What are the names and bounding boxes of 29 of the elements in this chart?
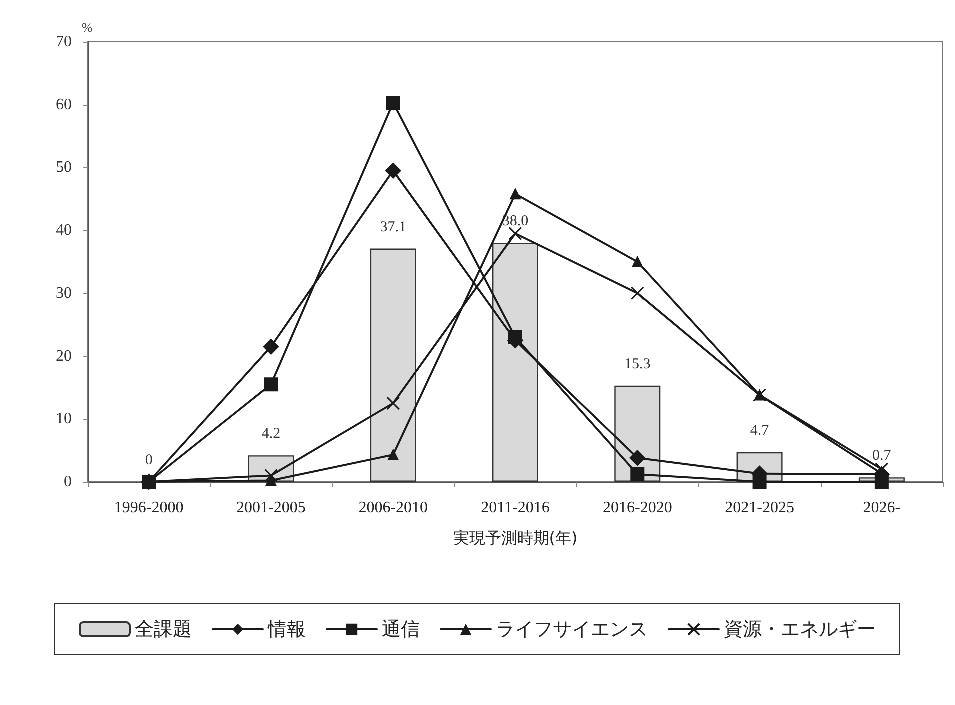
data-label: 0.7 — [872, 448, 892, 464]
y-tick-label: 10 — [56, 410, 72, 428]
x-tick-label: 2026- — [863, 500, 901, 516]
x-axis-title: 実現予測時期(年) — [453, 528, 578, 548]
legend-label: 情報 — [267, 618, 306, 640]
data-label: 37.1 — [380, 219, 406, 236]
y-tick-label: 70 — [56, 34, 72, 50]
legend-label: ライフサイエンス — [496, 618, 648, 640]
y-tick-label: 60 — [56, 96, 72, 114]
y-axis-title: % — [82, 20, 93, 35]
data-label: 4.2 — [262, 426, 281, 442]
legend-label: 資源・エネルギー — [724, 618, 876, 640]
y-tick-label: 0 — [64, 474, 72, 490]
y-tick-label: 20 — [56, 348, 72, 365]
x-tick-label: 2021-2025 — [725, 500, 794, 516]
legend-label: 全課題 — [135, 618, 192, 640]
y-tick-label: 50 — [56, 159, 72, 176]
x-tick-label: 2016-2020 — [602, 500, 672, 516]
x-tick-label: 2011-2016 — [481, 500, 550, 516]
legend-label: 通信 — [382, 618, 420, 640]
data-label: 38.0 — [502, 214, 529, 230]
x-tick-label: 1996-2000 — [114, 500, 184, 516]
y-tick-label: 30 — [56, 284, 72, 302]
x-tick-label: 2006-2010 — [358, 500, 428, 516]
x-tick-label: 2001-2005 — [236, 500, 306, 516]
data-label: 15.3 — [624, 356, 651, 372]
y-tick-label: 40 — [56, 222, 72, 240]
data-label: 4.7 — [750, 422, 770, 439]
data-label: 0 — [145, 452, 153, 468]
